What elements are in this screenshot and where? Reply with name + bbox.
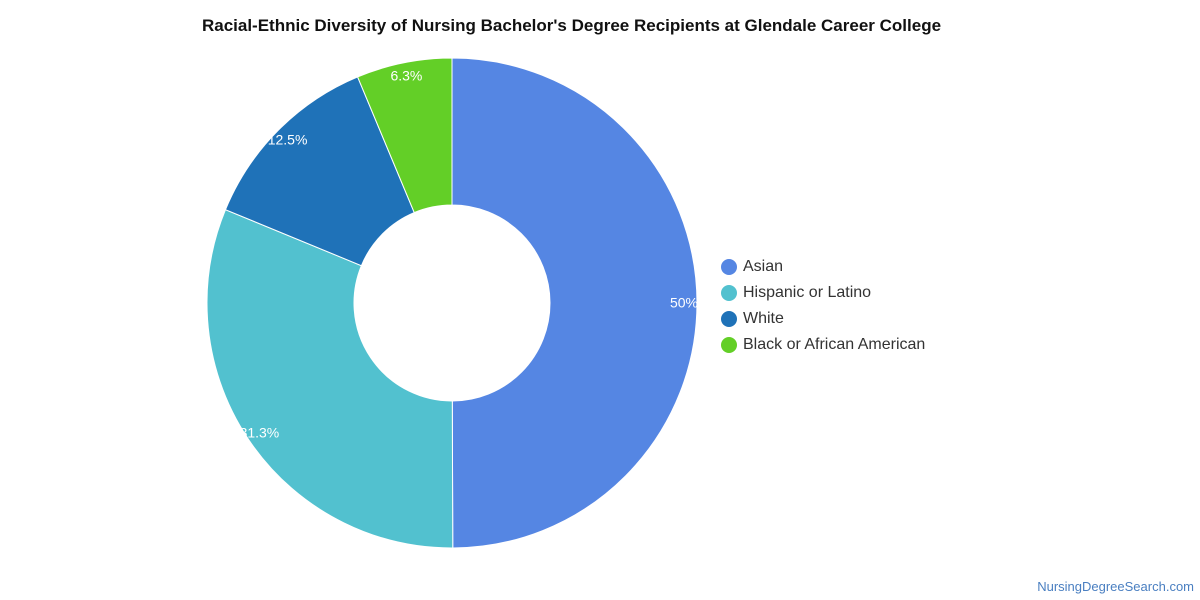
slice-black-or-african-american[interactable] <box>356 57 453 214</box>
chart-legend: Asian Hispanic or Latino White Black or Afr… <box>721 254 925 358</box>
slice-label-black-or-african-american: 6.3% <box>390 68 422 84</box>
slice-white[interactable] <box>224 76 415 267</box>
legend-label: White <box>743 310 784 327</box>
legend-swatch <box>721 311 737 327</box>
legend-label: Hispanic or Latino <box>743 284 872 301</box>
legend-item-hispanic-or-latino[interactable]: Hispanic or Latino <box>721 280 925 306</box>
slice-hispanic-or-latino[interactable] <box>206 209 454 549</box>
legend-swatch <box>721 337 737 353</box>
legend-label: Black or African American <box>743 336 926 353</box>
legend-swatch <box>721 285 737 301</box>
legend-label: Asian <box>743 258 784 275</box>
legend-item-white[interactable]: White <box>721 306 925 332</box>
legend-item-asian[interactable]: Asian <box>721 254 925 280</box>
legend-item-black-or-african-american[interactable]: Black or African American <box>721 332 925 358</box>
slice-label-white: 12.5% <box>268 131 308 147</box>
source-credit[interactable]: NursingDegreeSearch.com <box>1037 579 1194 594</box>
legend-swatch <box>721 259 737 275</box>
chart-title: Racial-Ethnic Diversity of Nursing Bache… <box>201 16 942 35</box>
slice-asian[interactable] <box>451 57 698 549</box>
slice-label-hispanic-or-latino: 31.3% <box>240 424 280 440</box>
slice-label-asian: 50% <box>670 295 698 311</box>
